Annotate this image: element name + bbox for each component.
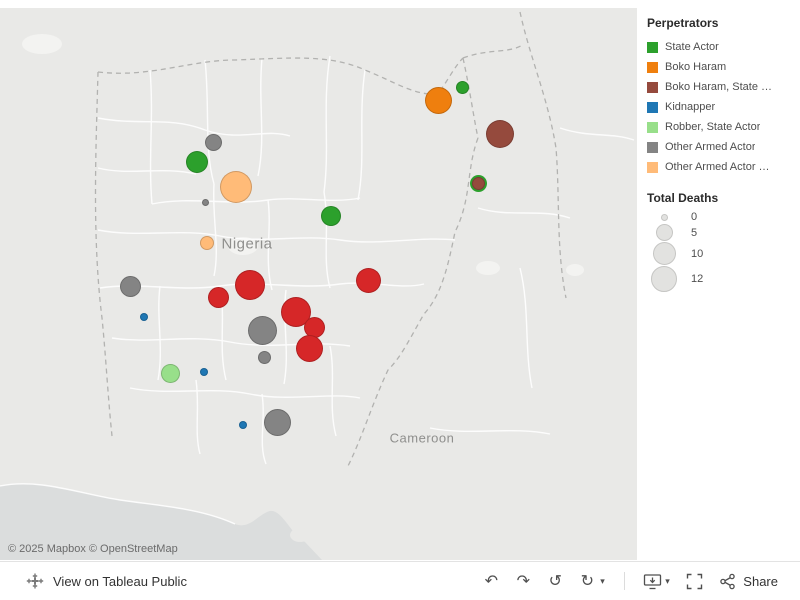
map-bubble-gray-0[interactable]	[204, 133, 222, 151]
size-legend-title: Total Deaths	[647, 191, 719, 205]
tableau-logo-icon	[26, 573, 44, 589]
map-bubble-blue-11[interactable]	[140, 313, 148, 321]
map-bubble-green-1[interactable]	[186, 151, 208, 173]
map-bubble-lightgreen-20[interactable]	[160, 363, 180, 383]
revert-icon[interactable]: ↺	[548, 573, 562, 590]
map-bubble-gray-15[interactable]	[257, 350, 271, 364]
map-bubble-gray-3[interactable]	[201, 198, 209, 206]
share-icon	[720, 573, 736, 589]
size-legend-label: 0	[691, 211, 698, 223]
size-legend-circle	[655, 224, 673, 241]
map-boundaries	[0, 11, 635, 560]
legend-panel: Perpetrators State Actor Boko Haram Boko H…	[637, 8, 800, 560]
size-legend-label: 5	[691, 226, 698, 239]
legend-item-label: Kidnapper	[665, 101, 716, 113]
legend-color-swatch	[647, 141, 658, 153]
fullscreen-icon[interactable]	[681, 569, 707, 593]
legend-item-label: State Actor	[665, 41, 719, 53]
map-bubble-red-13[interactable]	[235, 270, 265, 300]
map-attribution[interactable]: © 2025 Mapbox © OpenStreetMap	[8, 543, 178, 555]
size-legend-circle	[652, 242, 676, 265]
size-legend-label: 10	[691, 247, 704, 260]
legend-item-0[interactable]: State Actor	[647, 37, 794, 57]
water-area	[0, 483, 322, 560]
map-bubble-red-12[interactable]	[207, 286, 229, 308]
legend-item-label: Other Armed Actor	[665, 141, 756, 153]
perpetrators-legend-title: Perpetrators	[647, 16, 719, 30]
undo-icon[interactable]: ↶	[484, 573, 498, 590]
legend-item-3[interactable]: Kidnapper	[647, 97, 794, 117]
map-bubble-brown-8[interactable]	[471, 176, 485, 190]
legend-color-swatch	[647, 101, 658, 113]
map-bubble-red-19[interactable]	[295, 334, 323, 362]
download-caret-icon[interactable]: ▾	[665, 575, 670, 586]
legend-color-swatch	[647, 61, 658, 73]
legend-item-label: Boko Haram	[665, 61, 727, 73]
refresh-caret-icon[interactable]: ▾	[600, 575, 605, 586]
legend-item-label: Boko Haram, State …	[665, 81, 772, 93]
toolbar-divider	[624, 572, 626, 590]
map-bubble-peach-2[interactable]	[220, 171, 252, 203]
share-button[interactable]: Share	[719, 573, 778, 590]
size-legend-item-2: 10	[647, 242, 794, 265]
redo-icon[interactable]: ↷	[516, 573, 530, 590]
legend-item-6[interactable]: Other Armed Actor …	[647, 157, 794, 177]
size-legend-label: 12	[691, 273, 704, 285]
view-on-tableau-public[interactable]: View on Tableau Public	[26, 572, 187, 590]
legend-item-2[interactable]: Boko Haram, State …	[647, 77, 794, 97]
island	[290, 528, 310, 542]
map-bubble-red-16[interactable]	[355, 267, 381, 293]
size-legend-item-0: 0	[647, 211, 794, 223]
map-bubble-green-5[interactable]	[455, 80, 469, 94]
legend-item-1[interactable]: Boko Haram	[647, 57, 794, 77]
size-legend-circle	[660, 213, 668, 221]
map-bubble-orange-6[interactable]	[424, 86, 452, 114]
share-button-label: Share	[743, 573, 778, 589]
legend-item-label: Other Armed Actor …	[665, 161, 770, 173]
legend-item-label: Robber, State Actor	[665, 121, 761, 133]
size-legend-item-3: 12	[647, 266, 794, 292]
map-bubble-gray-22[interactable]	[263, 408, 291, 436]
size-legend-item-1: 5	[647, 224, 794, 241]
legend-color-swatch	[647, 121, 658, 133]
legend-color-swatch	[647, 81, 658, 93]
map-bubble-gray-10[interactable]	[119, 275, 141, 297]
toolbar-actions: ↶ ↷ ↺ ↻ ▾ ▾	[478, 569, 778, 593]
legend-color-swatch	[647, 41, 658, 53]
map-bubble-peach-4[interactable]	[200, 236, 214, 250]
map-bubble-brown-7[interactable]	[486, 120, 514, 148]
map-bubble-blue-21[interactable]	[200, 368, 208, 376]
size-legend-circle	[651, 266, 677, 292]
size-legend-items: 0 5 10 12	[647, 211, 794, 292]
perpetrator-legend-items: State Actor Boko Haram Boko Haram, State ……	[647, 37, 794, 177]
refresh-icon[interactable]: ↻	[580, 573, 594, 590]
admin-boundaries	[0, 55, 635, 525]
map-bubble-gray-14[interactable]	[247, 315, 277, 345]
legend-item-4[interactable]: Robber, State Actor	[647, 117, 794, 137]
legend-item-5[interactable]: Other Armed Actor	[647, 137, 794, 157]
map-canvas[interactable]: Nigeria Cameroon © 2025 Mapbox © OpenStre…	[0, 8, 637, 560]
map-bubble-green-9[interactable]	[321, 206, 341, 226]
legend-color-swatch	[647, 161, 658, 173]
urban-patches	[22, 34, 584, 276]
tableau-toolbar: View on Tableau Public ↶ ↷ ↺ ↻ ▾ ▾	[0, 561, 800, 600]
download-icon[interactable]	[639, 569, 665, 593]
view-on-tableau-public-label: View on Tableau Public	[53, 573, 187, 589]
map-bubble-blue-23[interactable]	[239, 421, 247, 429]
